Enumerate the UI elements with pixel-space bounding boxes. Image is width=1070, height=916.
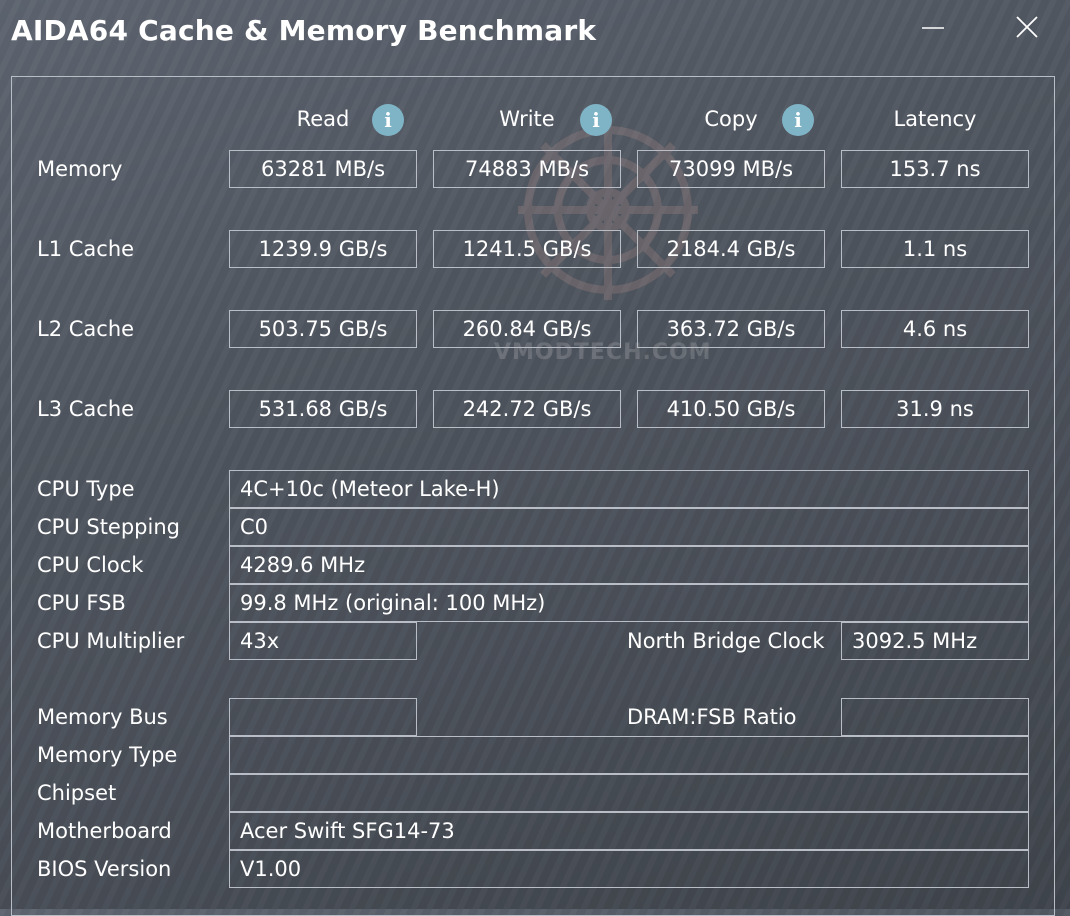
close-icon: [1014, 14, 1040, 40]
l3-cache-row-label: L3 Cache: [37, 397, 134, 421]
cpu-fsb-label: CPU FSB: [37, 591, 126, 615]
cpu-type-label: CPU Type: [37, 477, 135, 501]
l1-copy-value: 2184.4 GB/s: [637, 230, 825, 268]
column-header-latency: Latency: [841, 107, 1029, 131]
dram-fsb-ratio-label: DRAM:FSB Ratio: [627, 705, 797, 729]
north-bridge-clock-value: 3092.5 MHz: [841, 622, 1029, 660]
memory-row-label: Memory: [37, 157, 122, 181]
l3-read-value: 531.68 GB/s: [229, 390, 417, 428]
minimize-button[interactable]: [920, 14, 946, 40]
memory-bus-value: [229, 698, 417, 736]
cpu-stepping-value: C0: [229, 508, 1029, 546]
north-bridge-clock-label: North Bridge Clock: [627, 629, 825, 653]
chipset-value: [229, 774, 1029, 812]
l1-read-value: 1239.9 GB/s: [229, 230, 417, 268]
l2-copy-value: 363.72 GB/s: [637, 310, 825, 348]
cpu-clock-label: CPU Clock: [37, 553, 143, 577]
read-info-icon[interactable]: i: [372, 104, 404, 136]
memory-bus-label: Memory Bus: [37, 705, 168, 729]
memory-type-label: Memory Type: [37, 743, 177, 767]
write-info-icon[interactable]: i: [580, 104, 612, 136]
l2-cache-row-label: L2 Cache: [37, 317, 134, 341]
motherboard-value: Acer Swift SFG14-73: [229, 812, 1029, 850]
cpu-multiplier-value: 43x: [229, 622, 417, 660]
l2-read-value: 503.75 GB/s: [229, 310, 417, 348]
copy-info-icon[interactable]: i: [782, 104, 814, 136]
window-title: AIDA64 Cache & Memory Benchmark: [11, 14, 596, 47]
memory-copy-value: 73099 MB/s: [637, 150, 825, 188]
memory-latency-value: 153.7 ns: [841, 150, 1029, 188]
cpu-stepping-label: CPU Stepping: [37, 515, 180, 539]
l3-write-value: 242.72 GB/s: [433, 390, 621, 428]
memory-type-value: [229, 736, 1029, 774]
watermark-logo: [488, 100, 728, 340]
memory-write-value: 74883 MB/s: [433, 150, 621, 188]
chipset-label: Chipset: [37, 781, 116, 805]
close-button[interactable]: [1014, 14, 1040, 40]
l3-copy-value: 410.50 GB/s: [637, 390, 825, 428]
bios-version-value: V1.00: [229, 850, 1029, 888]
motherboard-label: Motherboard: [37, 819, 172, 843]
bios-version-label: BIOS Version: [37, 857, 171, 881]
cpu-type-value: 4C+10c (Meteor Lake-H): [229, 470, 1029, 508]
minimize-icon: [920, 14, 946, 40]
l3-latency-value: 31.9 ns: [841, 390, 1029, 428]
l1-latency-value: 1.1 ns: [841, 230, 1029, 268]
l2-latency-value: 4.6 ns: [841, 310, 1029, 348]
memory-read-value: 63281 MB/s: [229, 150, 417, 188]
dram-fsb-ratio-value: [841, 698, 1029, 736]
cpu-clock-value: 4289.6 MHz: [229, 546, 1029, 584]
cpu-multiplier-label: CPU Multiplier: [37, 629, 184, 653]
l2-write-value: 260.84 GB/s: [433, 310, 621, 348]
l1-cache-row-label: L1 Cache: [37, 237, 134, 261]
l1-write-value: 1241.5 GB/s: [433, 230, 621, 268]
cpu-fsb-value: 99.8 MHz (original: 100 MHz): [229, 584, 1029, 622]
